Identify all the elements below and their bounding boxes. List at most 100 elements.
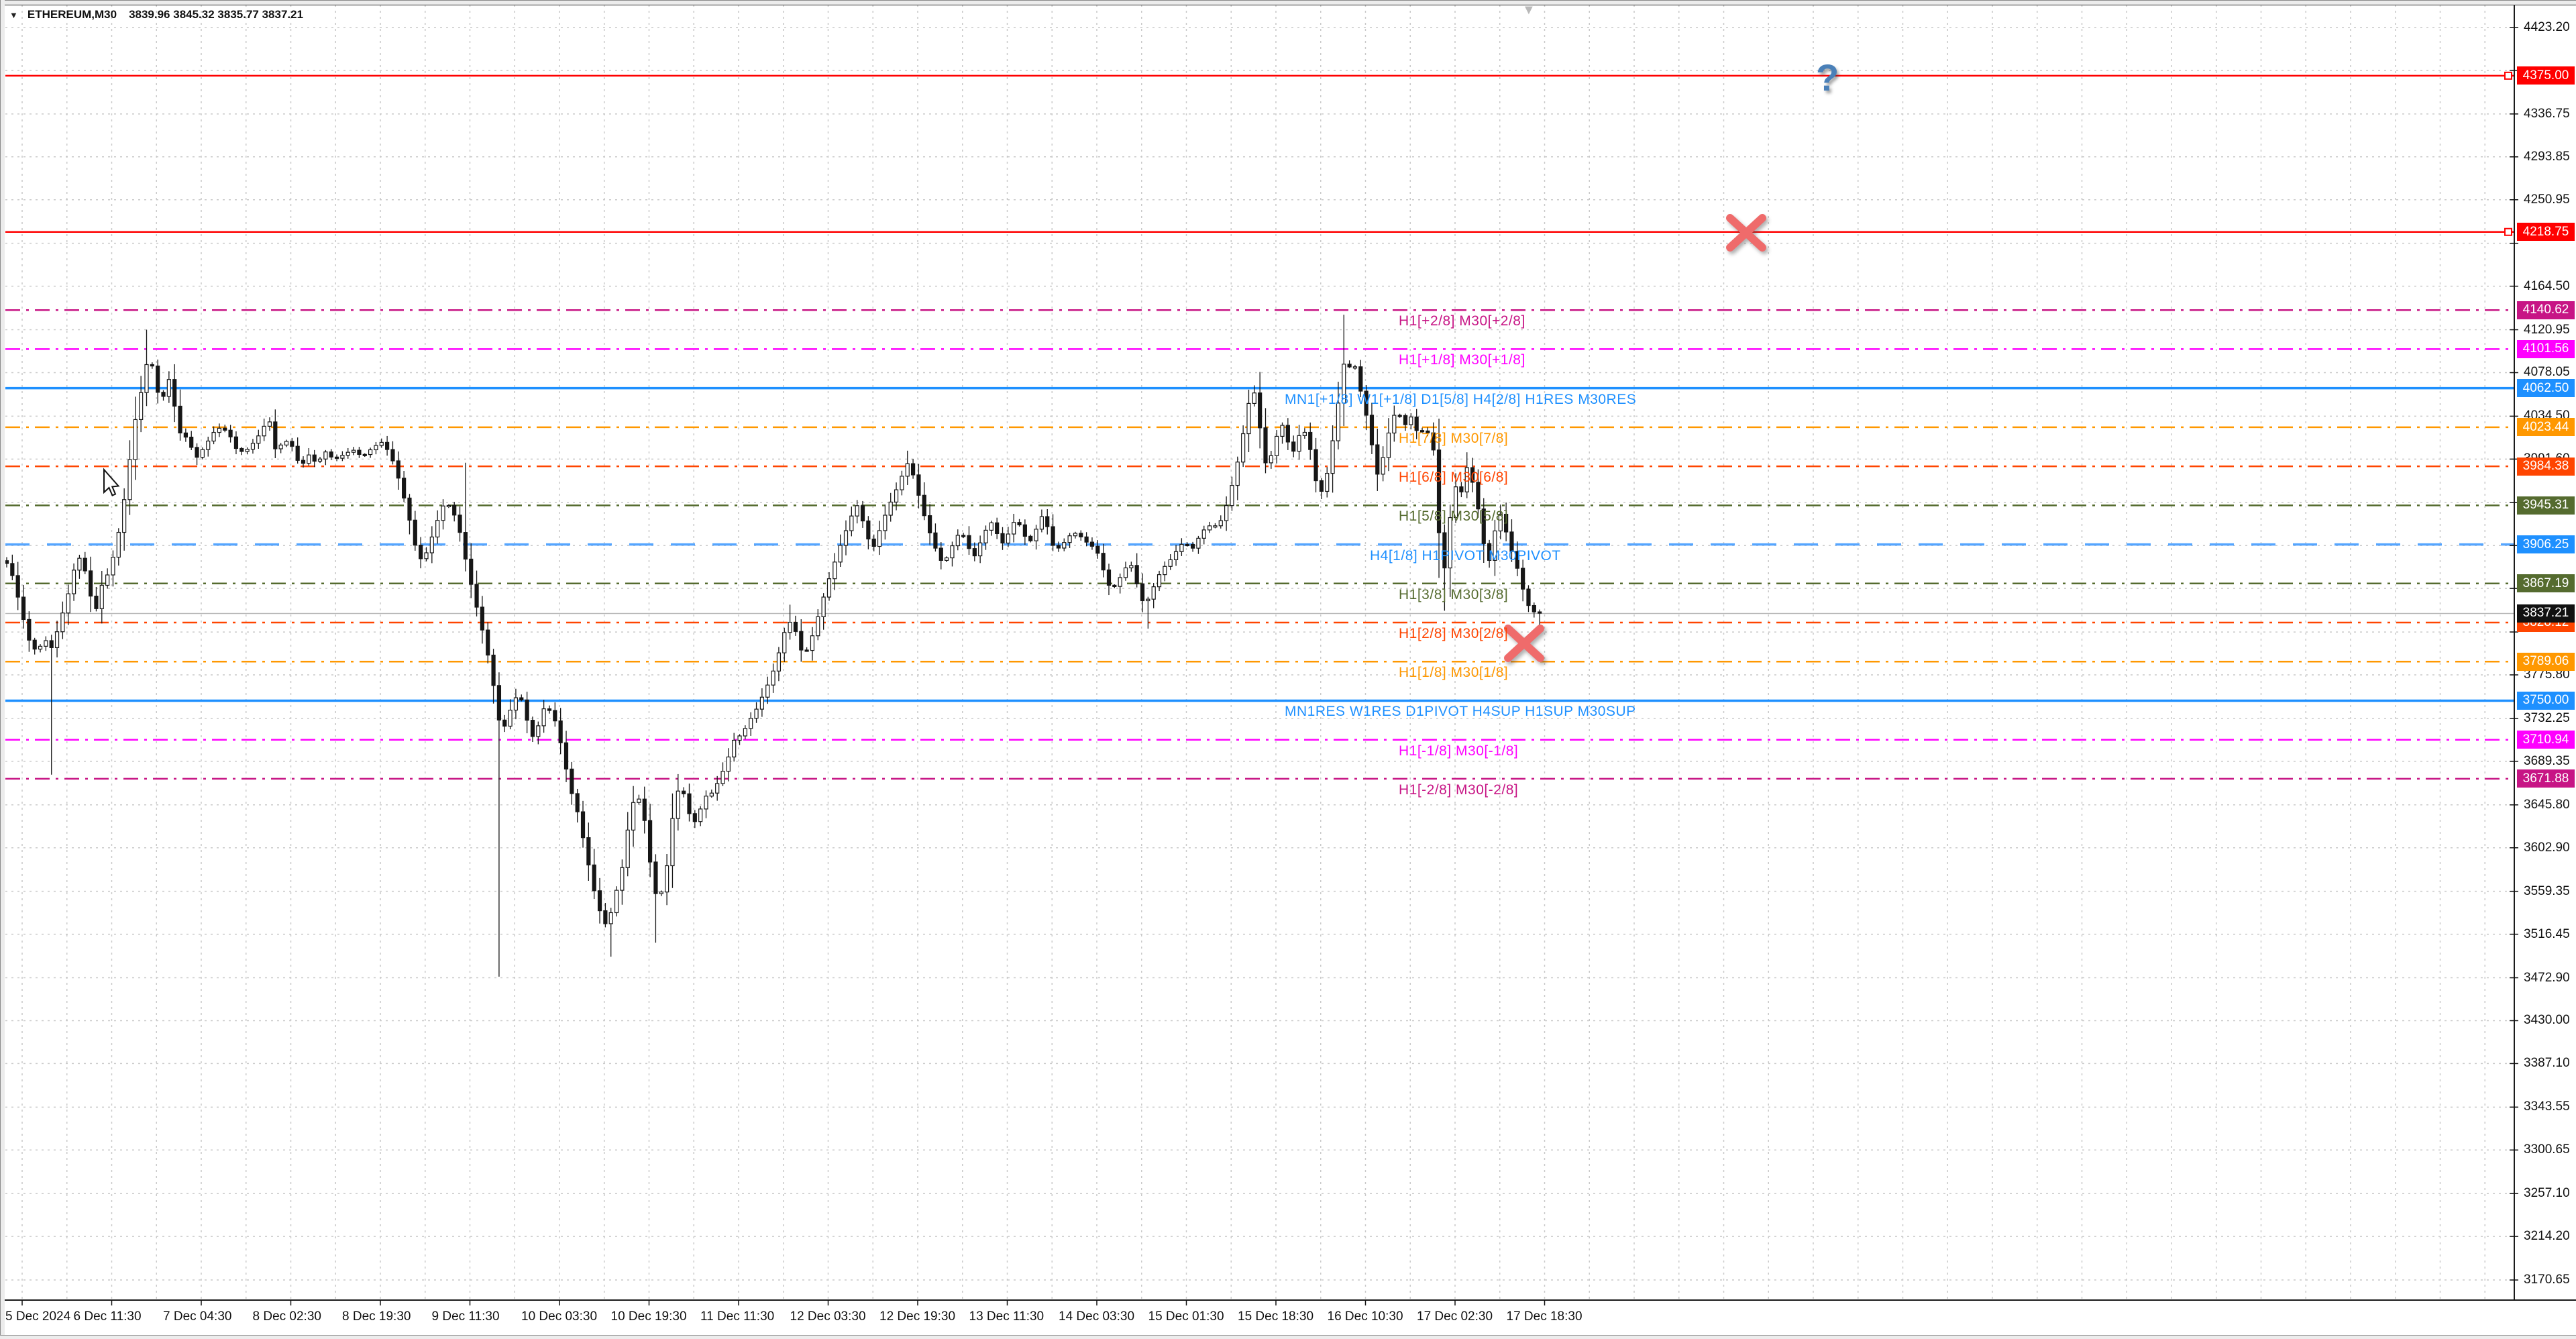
candle-body: [1073, 533, 1078, 537]
time-axis-label: 5 Dec 2024: [5, 1309, 71, 1324]
candle-body: [1431, 432, 1436, 451]
candle-body: [883, 515, 888, 531]
level-price-box: 3984.38: [2517, 457, 2575, 476]
candle-body: [698, 808, 703, 822]
candle-body: [172, 379, 177, 407]
candle-body: [206, 440, 211, 450]
candle-body: [967, 535, 971, 549]
candle-body: [441, 505, 445, 521]
level-price-box: 4218.75: [2517, 223, 2575, 242]
candle-body: [978, 542, 983, 557]
candle-body: [670, 818, 675, 867]
candle-body: [1179, 543, 1184, 552]
candle-body: [435, 520, 440, 538]
time-axis-label: 17 Dec 02:30: [1417, 1309, 1493, 1324]
question-mark-object[interactable]: ?: [1816, 56, 1839, 99]
trendline-endpoint-handle[interactable]: [2504, 71, 2512, 80]
time-axis-label: 15 Dec 18:30: [1238, 1309, 1314, 1324]
candle-body: [905, 463, 910, 477]
candle-body: [575, 793, 580, 812]
candle-body: [1392, 415, 1397, 434]
candle-body: [1369, 415, 1375, 445]
candle-body: [1285, 425, 1290, 443]
candle-body: [1313, 449, 1318, 482]
candle-body: [284, 441, 289, 445]
candle-body: [1297, 435, 1301, 452]
candle-body: [816, 616, 820, 637]
price-tick-label: 4250.95: [2524, 192, 2570, 207]
candle-body: [536, 725, 541, 737]
candle-body: [1028, 535, 1033, 541]
candle-body: [1168, 559, 1173, 567]
level-label: H1[1/8] M30[1/8]: [1399, 665, 1509, 681]
candle-body: [743, 728, 747, 737]
candle-body: [1235, 462, 1240, 486]
x-mark-object[interactable]: [1726, 214, 1766, 252]
candle-body: [10, 563, 15, 576]
candle-body: [687, 793, 692, 814]
candle-body: [183, 432, 188, 438]
candle-body: [1095, 545, 1100, 554]
candle-body: [1022, 524, 1027, 537]
level-price-box: 4023.44: [2517, 418, 2575, 437]
price-tick-label: 4164.50: [2524, 278, 2570, 293]
candle-body: [955, 535, 960, 547]
candle-body: [1275, 435, 1279, 456]
level-price-box: 3906.25: [2517, 535, 2575, 554]
candle-body: [1067, 535, 1072, 543]
candle-body: [720, 771, 725, 784]
candle-body: [608, 912, 613, 924]
candle-body: [317, 458, 323, 462]
candle-body: [340, 455, 345, 459]
candle-body: [732, 739, 737, 757]
candle-body: [1330, 440, 1335, 474]
candle-body: [894, 489, 899, 503]
candle-body: [765, 684, 770, 698]
candle-body: [301, 460, 306, 464]
candle-body: [144, 364, 149, 393]
trendline-endpoint-handle[interactable]: [2504, 227, 2512, 236]
candle-body: [133, 419, 138, 460]
candle-body: [1397, 415, 1402, 417]
candle-body: [385, 441, 390, 450]
candle-body: [676, 790, 680, 819]
candle-body: [541, 708, 546, 727]
candle-body: [793, 621, 798, 632]
candle-body: [592, 864, 596, 892]
candle-body: [38, 645, 43, 650]
price-tick-label: 3775.80: [2524, 667, 2570, 682]
candle-body: [396, 460, 400, 479]
candle-body: [922, 494, 926, 517]
level-label: H1[5/8] M30[5/8]: [1399, 508, 1509, 525]
price-tick-label: 3602.90: [2524, 840, 2570, 855]
candle-body: [877, 530, 882, 547]
candle-body: [469, 558, 474, 585]
candle-body: [15, 575, 20, 598]
window-frame-left: [0, 0, 5, 1335]
candle-body: [1386, 432, 1391, 458]
candle-body: [486, 629, 490, 656]
candle-body: [21, 596, 26, 621]
ohlc-values: 3839.96 3845.32 3835.77 3837.21: [129, 8, 304, 21]
candle-body: [597, 890, 602, 912]
x-mark-object[interactable]: [1504, 625, 1544, 662]
candle-body: [1157, 574, 1162, 588]
current-price-box: 3837.21: [2517, 604, 2575, 623]
candle-body: [452, 504, 457, 516]
candle-body: [1000, 533, 1005, 544]
candle-body: [558, 720, 563, 743]
level-label: H1[3/8] M30[3/8]: [1399, 586, 1509, 602]
candle-body: [625, 829, 630, 868]
candle-body: [49, 640, 54, 648]
candle-body: [1224, 505, 1229, 521]
candle-body: [871, 538, 876, 547]
candle-body: [564, 742, 569, 769]
candle-body: [519, 697, 524, 701]
candle-body: [1190, 543, 1195, 549]
chevron-down-icon[interactable]: ▼: [9, 9, 18, 20]
candle-body: [357, 449, 362, 455]
candle-body: [838, 545, 843, 563]
level-label: H1[-1/8] M30[-1/8]: [1399, 743, 1519, 759]
